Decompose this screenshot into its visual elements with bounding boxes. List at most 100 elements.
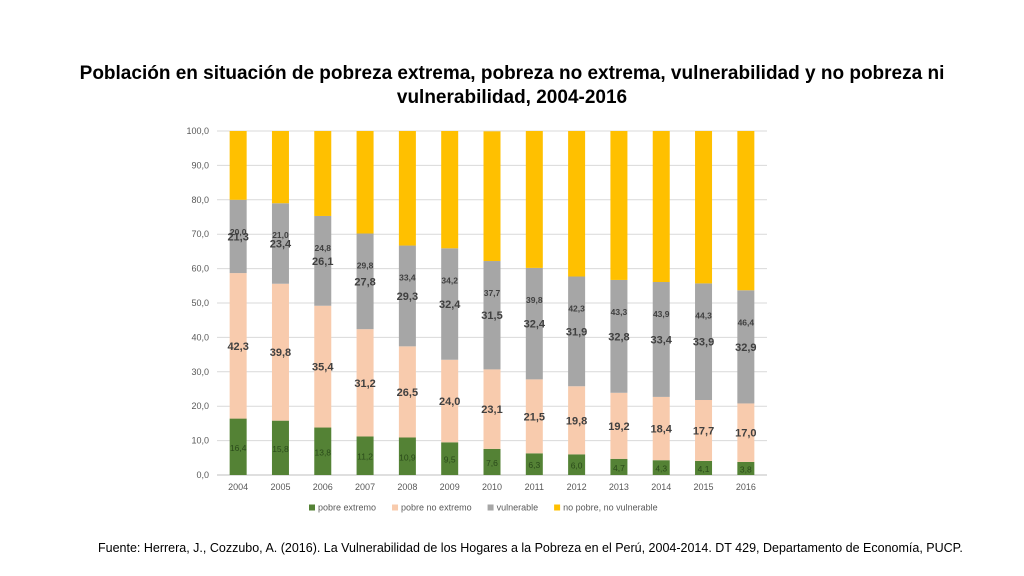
bar-pobre-extremo bbox=[229, 418, 247, 475]
x-tick-label: 2011 bbox=[525, 482, 544, 492]
legend-label: vulnerable bbox=[497, 503, 539, 513]
data-label: 24,0 bbox=[439, 396, 460, 408]
y-tick-label: 10,0 bbox=[191, 436, 209, 446]
bar-pobre-extremo bbox=[610, 458, 628, 475]
x-tick-label: 2015 bbox=[694, 482, 714, 492]
data-label: 43,9 bbox=[653, 309, 670, 319]
data-label: 23,4 bbox=[270, 238, 292, 250]
data-label: 15,8 bbox=[272, 444, 289, 454]
x-tick-label: 2004 bbox=[228, 482, 248, 492]
x-tick-label: 2007 bbox=[355, 482, 375, 492]
bar-vulnerable bbox=[314, 215, 332, 306]
y-tick-label: 80,0 bbox=[191, 195, 209, 205]
data-label: 4,7 bbox=[613, 463, 625, 473]
y-tick-label: 0,0 bbox=[196, 470, 209, 480]
x-tick-label: 2006 bbox=[313, 482, 333, 492]
y-tick-label: 30,0 bbox=[191, 367, 209, 377]
x-tick-label: 2016 bbox=[736, 482, 756, 492]
bar-pobre-no-extremo bbox=[356, 329, 374, 437]
data-label: 44,3 bbox=[695, 310, 712, 320]
data-label: 32,9 bbox=[735, 342, 756, 354]
bar-pobre-extremo bbox=[398, 437, 416, 475]
data-label: 37,7 bbox=[484, 288, 501, 298]
legend-label: no pobre, no vulnerable bbox=[563, 503, 658, 513]
bar-vulnerable bbox=[271, 203, 289, 284]
bar-pobre-extremo bbox=[314, 427, 332, 475]
data-label: 23,1 bbox=[481, 404, 502, 416]
bar-vulnerable bbox=[441, 248, 459, 360]
bar-no-pobre-no-vulnerable bbox=[271, 131, 289, 204]
data-label: 26,1 bbox=[312, 256, 333, 268]
legend-swatch bbox=[487, 504, 494, 511]
data-label: 34,2 bbox=[441, 275, 458, 285]
bar-pobre-no-extremo bbox=[271, 283, 289, 421]
data-label: 39,8 bbox=[270, 347, 291, 359]
data-label: 17,0 bbox=[735, 428, 756, 440]
bar-no-pobre-no-vulnerable bbox=[229, 131, 247, 200]
legend-swatch bbox=[309, 504, 315, 511]
data-label: 6,3 bbox=[528, 460, 540, 470]
bar-pobre-no-extremo bbox=[314, 305, 332, 428]
data-label: 21,0 bbox=[272, 230, 289, 240]
x-tick-label: 2012 bbox=[567, 482, 587, 492]
data-label: 7,6 bbox=[486, 458, 498, 468]
data-label: 27,8 bbox=[354, 276, 375, 288]
x-tick-label: 2009 bbox=[440, 482, 460, 492]
x-tick-label: 2008 bbox=[397, 482, 417, 492]
data-label: 29,3 bbox=[397, 291, 418, 303]
bar-pobre-no-extremo bbox=[652, 396, 670, 461]
data-label: 10,9 bbox=[399, 452, 416, 462]
legend-swatch bbox=[554, 504, 561, 511]
data-label: 31,5 bbox=[481, 310, 502, 322]
bar-vulnerable bbox=[356, 233, 374, 330]
x-tick-label: 2010 bbox=[482, 482, 502, 492]
bar-no-pobre-no-vulnerable bbox=[314, 131, 332, 216]
x-tick-label: 2014 bbox=[651, 482, 671, 492]
y-tick-label: 60,0 bbox=[191, 264, 209, 274]
data-label: 4,3 bbox=[655, 464, 667, 474]
data-label: 20,0 bbox=[230, 227, 247, 237]
legend-label: pobre no extremo bbox=[401, 503, 472, 513]
data-label: 19,2 bbox=[608, 421, 629, 433]
y-tick-label: 100,0 bbox=[186, 126, 209, 136]
data-label: 43,3 bbox=[611, 307, 628, 317]
bar-pobre-extremo bbox=[652, 460, 670, 475]
bar-pobre-no-extremo bbox=[229, 273, 247, 419]
data-labels: 16,4 42,3 21,320,0 15,8 39,8 23,421,0 13,8 35,4… bbox=[227, 227, 756, 475]
data-label: 32,8 bbox=[608, 331, 629, 343]
bars bbox=[229, 131, 755, 475]
y-tick-label: 70,0 bbox=[191, 229, 209, 239]
bar-no-pobre-no-vulnerable bbox=[525, 131, 543, 268]
bar-no-pobre-no-vulnerable bbox=[398, 131, 416, 246]
data-label: 33,4 bbox=[399, 273, 416, 283]
bar-vulnerable bbox=[229, 199, 247, 274]
data-label: 19,8 bbox=[566, 415, 587, 427]
bar-vulnerable bbox=[525, 267, 543, 380]
legend: pobre extremo pobre no extremo vulnerable n… bbox=[309, 503, 658, 513]
bar-pobre-extremo bbox=[441, 442, 459, 475]
y-tick-label: 40,0 bbox=[191, 332, 209, 342]
bar-no-pobre-no-vulnerable bbox=[695, 131, 713, 284]
bar-pobre-no-extremo bbox=[525, 379, 543, 454]
bar-pobre-extremo bbox=[525, 453, 543, 475]
x-axis: 2004 2005 2006 2007 2008 2009 2010 2011 2012 2013… bbox=[228, 482, 756, 492]
data-label: 24,8 bbox=[314, 243, 331, 253]
bar-vulnerable bbox=[398, 245, 416, 347]
data-label: 26,5 bbox=[397, 387, 418, 399]
y-tick-label: 50,0 bbox=[191, 298, 209, 308]
data-label: 16,4 bbox=[230, 443, 247, 453]
data-label: 42,3 bbox=[568, 304, 585, 314]
bar-pobre-extremo bbox=[483, 448, 501, 475]
data-label: 39,8 bbox=[526, 295, 543, 305]
data-label: 4,1 bbox=[698, 464, 710, 474]
bar-vulnerable bbox=[483, 261, 501, 370]
data-label: 13,8 bbox=[314, 447, 331, 457]
data-label: 17,7 bbox=[693, 425, 714, 437]
bar-no-pobre-no-vulnerable bbox=[356, 131, 374, 234]
data-label: 35,4 bbox=[312, 362, 334, 374]
bar-pobre-no-extremo bbox=[441, 359, 459, 443]
data-label: 32,4 bbox=[524, 319, 546, 331]
x-tick-label: 2013 bbox=[609, 482, 629, 492]
bar-pobre-extremo bbox=[695, 460, 713, 475]
